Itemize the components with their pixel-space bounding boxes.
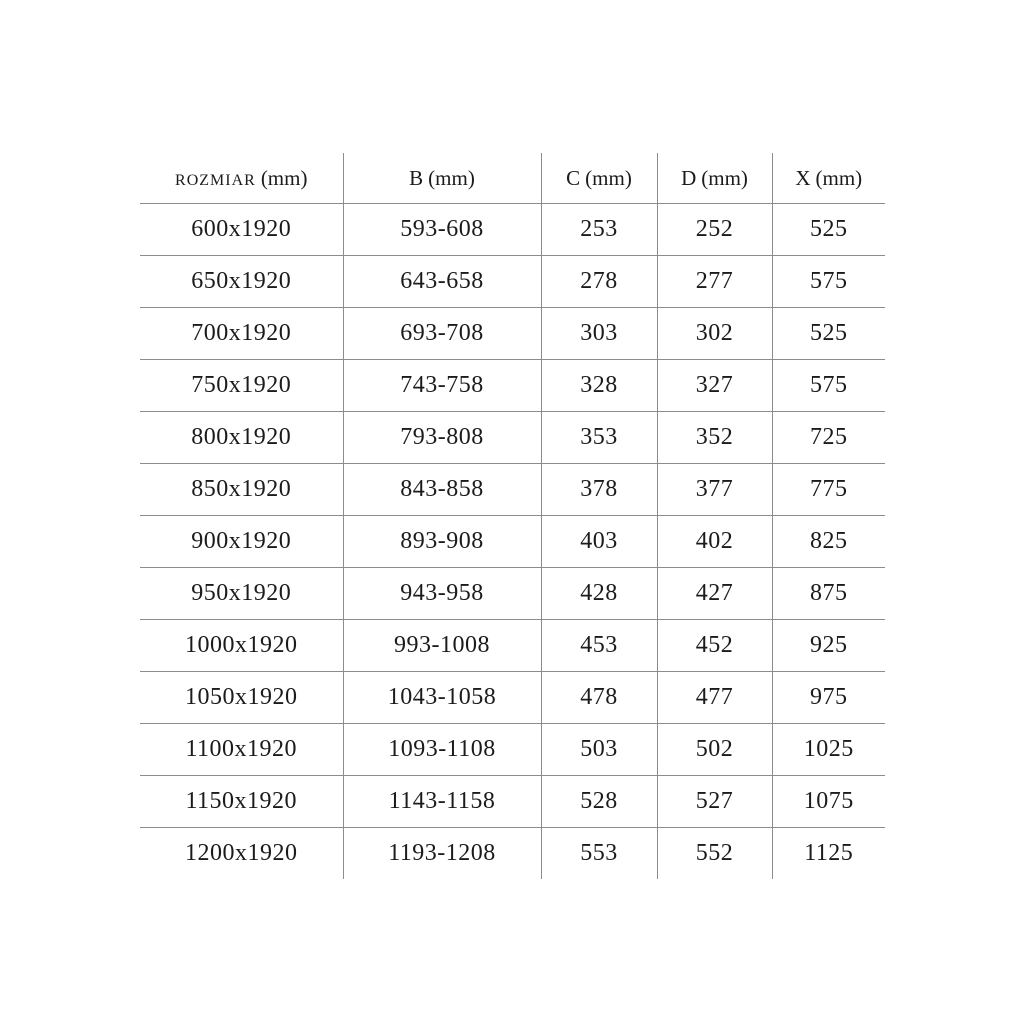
table-row: 750x1920 743-758 328 327 575 [140, 359, 885, 412]
cell-b: 943-958 [342, 567, 541, 620]
cell-c: 328 [540, 359, 657, 412]
table-body: 600x1920 593-608 253 252 525 650x1920 643-658 2… [140, 203, 885, 879]
cell-b: 693-708 [342, 307, 541, 360]
cell-d: 527 [656, 775, 772, 828]
table-row: 900x1920 893-908 403 402 825 [140, 515, 885, 568]
column-name: C [566, 165, 581, 190]
cell-x: 975 [771, 671, 885, 724]
header-row: ROZMIAR (mm) B (mm) C (mm) D (mm) X (mm) [140, 153, 885, 204]
cell-x: 825 [771, 515, 885, 568]
column-unit: (mm) [701, 165, 748, 190]
column-name: X [795, 165, 811, 190]
cell-c: 378 [540, 463, 657, 516]
cell-c: 503 [540, 723, 657, 776]
column-header-rozmiar: ROZMIAR (mm) [140, 153, 343, 204]
cell-x: 875 [771, 567, 885, 620]
column-unit: (mm) [585, 165, 632, 190]
cell-b: 793-808 [342, 411, 541, 464]
cell-x: 1075 [771, 775, 885, 828]
cell-x: 775 [771, 463, 885, 516]
cell-c: 478 [540, 671, 657, 724]
cell-c: 453 [540, 619, 657, 672]
cell-rozmiar: 600x1920 [140, 203, 343, 256]
cell-rozmiar: 650x1920 [140, 255, 343, 308]
cell-x: 1125 [771, 827, 885, 879]
cell-c: 253 [540, 203, 657, 256]
cell-x: 525 [771, 307, 885, 360]
cell-d: 277 [656, 255, 772, 308]
cell-b: 993-1008 [342, 619, 541, 672]
cell-c: 528 [540, 775, 657, 828]
table-row: 1000x1920 993-1008 453 452 925 [140, 619, 885, 672]
cell-c: 303 [540, 307, 657, 360]
cell-d: 452 [656, 619, 772, 672]
cell-b: 1093-1108 [342, 723, 541, 776]
column-header-x: X (mm) [771, 153, 885, 204]
cell-b: 1143-1158 [342, 775, 541, 828]
table-row: 1050x1920 1043-1058 478 477 975 [140, 671, 885, 724]
cell-x: 575 [771, 255, 885, 308]
cell-rozmiar: 950x1920 [140, 567, 343, 620]
cell-rozmiar: 700x1920 [140, 307, 343, 360]
column-unit: (mm) [428, 165, 475, 190]
table-row: 1200x1920 1193-1208 553 552 1125 [140, 827, 885, 879]
column-unit: (mm) [815, 165, 863, 190]
cell-x: 575 [771, 359, 885, 412]
cell-rozmiar: 800x1920 [140, 411, 343, 464]
table-row: 700x1920 693-708 303 302 525 [140, 307, 885, 360]
cell-c: 353 [540, 411, 657, 464]
cell-rozmiar: 1050x1920 [140, 671, 343, 724]
column-unit: (mm) [260, 165, 308, 190]
cell-b: 893-908 [342, 515, 541, 568]
cell-b: 643-658 [342, 255, 541, 308]
cell-d: 252 [656, 203, 772, 256]
table-row: 600x1920 593-608 253 252 525 [140, 203, 885, 256]
cell-rozmiar: 900x1920 [140, 515, 343, 568]
cell-rozmiar: 1000x1920 [140, 619, 343, 672]
cell-b: 1043-1058 [342, 671, 541, 724]
cell-c: 278 [540, 255, 657, 308]
table-row: 850x1920 843-858 378 377 775 [140, 463, 885, 516]
cell-x: 725 [771, 411, 885, 464]
cell-c: 428 [540, 567, 657, 620]
table-row: 1150x1920 1143-1158 528 527 1075 [140, 775, 885, 828]
cell-rozmiar: 850x1920 [140, 463, 343, 516]
cell-b: 743-758 [342, 359, 541, 412]
cell-b: 593-608 [342, 203, 541, 256]
cell-b: 1193-1208 [342, 827, 541, 879]
cell-rozmiar: 750x1920 [140, 359, 343, 412]
cell-d: 402 [656, 515, 772, 568]
cell-c: 553 [540, 827, 657, 879]
cell-c: 403 [540, 515, 657, 568]
cell-rozmiar: 1200x1920 [185, 840, 298, 866]
cell-x: 925 [771, 619, 885, 672]
cell-d: 502 [656, 723, 772, 776]
cell-d: 477 [656, 671, 772, 724]
cell-rozmiar: 1100x1920 [140, 723, 343, 776]
column-name: ROZMIAR [175, 171, 256, 189]
cell-d: 552 [656, 827, 772, 879]
cell-d: 302 [656, 307, 772, 360]
column-name: B [409, 165, 424, 190]
column-header-b: B (mm) [342, 153, 541, 204]
cell-d: 427 [656, 567, 772, 620]
column-name: D [681, 165, 697, 190]
cell-x: 525 [771, 203, 885, 256]
size-table: ROZMIAR (mm) B (mm) C (mm) D (mm) X (mm) 600x1920… [140, 153, 885, 879]
cell-x: 1025 [771, 723, 885, 776]
table-row: 800x1920 793-808 353 352 725 [140, 411, 885, 464]
cell-d: 327 [656, 359, 772, 412]
cell-rozmiar: 1150x1920 [140, 775, 343, 828]
cell-d: 352 [656, 411, 772, 464]
table-row: 950x1920 943-958 428 427 875 [140, 567, 885, 620]
column-header-d: D (mm) [656, 153, 772, 204]
table-row: 650x1920 643-658 278 277 575 [140, 255, 885, 308]
cell-b: 843-858 [342, 463, 541, 516]
column-header-c: C (mm) [540, 153, 657, 204]
table-row: 1100x1920 1093-1108 503 502 1025 [140, 723, 885, 776]
cell-d: 377 [656, 463, 772, 516]
